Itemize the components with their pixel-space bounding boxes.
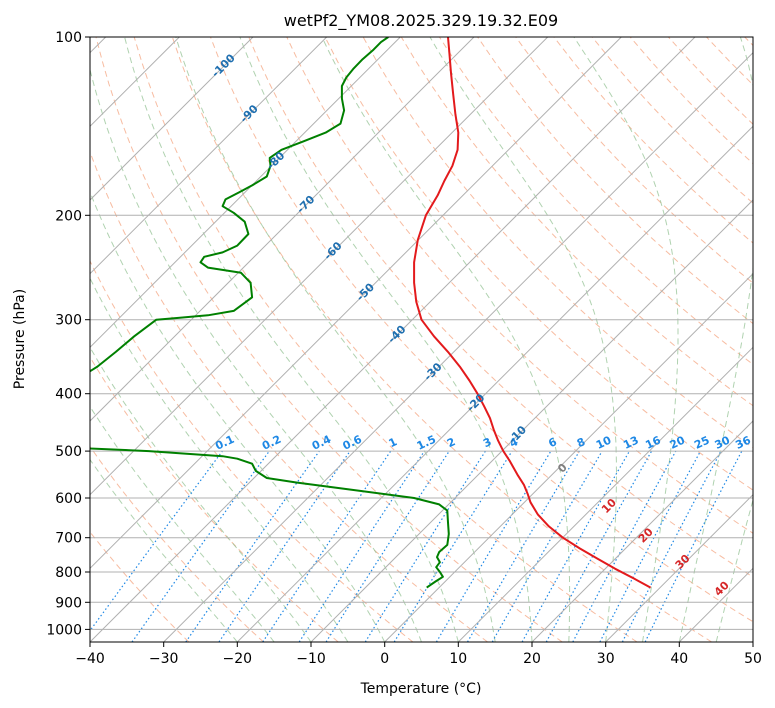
dry-adiabat-line — [171, 37, 712, 642]
moist-adiabat-line — [175, 37, 496, 642]
isotherm-line — [90, 37, 549, 496]
y-tick-label: 300 — [55, 313, 82, 329]
y-tick-label: 200 — [55, 208, 82, 224]
isotherm-line — [310, 199, 753, 642]
mixing-ratio-line — [325, 450, 450, 642]
y-tick-label: 900 — [55, 595, 82, 611]
x-axis-ticks: −40 −30 −20 −10 0 10 20 30 40 50 — [75, 642, 762, 667]
x-tick-label: −20 — [223, 651, 253, 667]
mixing-ratio-label: 10 — [594, 433, 614, 451]
isotherm-line — [90, 37, 622, 570]
moist-adiabat-line — [715, 498, 753, 642]
moist-adiabat-line — [90, 277, 349, 642]
moist-adiabat-line — [90, 190, 386, 642]
x-tick-label: 40 — [670, 651, 688, 667]
series-lines — [90, 37, 652, 589]
moist-adiabat-line — [90, 405, 275, 642]
isotherm-line — [90, 37, 475, 422]
dry-adiabat-line — [324, 37, 753, 491]
y-tick-label: 500 — [55, 444, 82, 460]
moist-adiabat-line — [678, 37, 753, 642]
mixing-ratio-line — [185, 450, 320, 642]
mixing-ratio-line — [521, 450, 631, 642]
x-tick-label: 50 — [744, 651, 762, 667]
moist-adiabat-line — [90, 458, 238, 642]
isotherm-line — [457, 346, 753, 642]
dry-adiabat-line — [210, 37, 753, 623]
x-tick-label: 30 — [597, 651, 615, 667]
plot-frame — [89, 36, 754, 643]
x-tick-label: −10 — [296, 651, 326, 667]
moist-adiabat-line — [124, 37, 459, 642]
x-tick-label: 10 — [449, 651, 467, 667]
mixing-ratio-line — [393, 450, 513, 642]
isotherm-line — [236, 125, 753, 642]
y-tick-label: 700 — [55, 531, 82, 547]
dry-adiabat-line — [248, 37, 753, 578]
mixing-ratio-line — [545, 450, 653, 642]
dry-adiabat-line — [95, 37, 563, 642]
mixing-ratio-lines — [90, 450, 743, 642]
mixing-ratio-label: 16 — [643, 433, 663, 451]
mixing-ratio-label: 36 — [733, 433, 753, 451]
mixing-ratio-line — [90, 450, 223, 632]
y-tick-label: 1000 — [46, 622, 82, 638]
mixing-ratio-line — [262, 450, 392, 642]
mixing-ratio-label: 25 — [692, 434, 711, 452]
mixing-ratio-line — [572, 450, 677, 642]
dry-adiabat-line — [515, 37, 753, 284]
isotherm-line — [163, 51, 753, 642]
dry-adiabats — [90, 37, 753, 642]
chart-title: wetPf2_YM08.2025.329.19.32.E09 — [284, 11, 558, 31]
x-tick-label: −30 — [149, 651, 179, 667]
plot-background — [90, 37, 753, 642]
temperature-profile-line — [413, 37, 652, 589]
dry-adiabat-line — [90, 445, 264, 642]
grid-lines — [90, 37, 753, 642]
y-tick-label: 800 — [55, 565, 82, 581]
mixing-ratio-label: 13 — [621, 434, 640, 452]
dewpoint-profile-line — [90, 37, 450, 589]
isotherm-line — [90, 37, 254, 201]
y-axis-ticks: 100 200 300 400 500 600 700 800 900 1000 — [46, 30, 90, 638]
dry-adiabat-line — [90, 259, 414, 642]
y-tick-label: 600 — [55, 491, 82, 507]
moist-adiabat-line — [573, 37, 679, 642]
x-axis-label: Temperature (°C) — [360, 681, 482, 697]
x-tick-label: 20 — [523, 651, 541, 667]
isotherm-line — [605, 493, 753, 642]
isotherm-line — [90, 37, 696, 642]
isotherm-line — [752, 641, 753, 642]
moist-adiabat-line — [429, 37, 617, 642]
isotherm-line — [90, 37, 401, 349]
y-axis-label: Pressure (hPa) — [12, 289, 28, 389]
mixing-ratio-line — [298, 450, 425, 642]
y-tick-label: 400 — [55, 387, 82, 403]
x-tick-label: −40 — [75, 651, 105, 667]
dry-adiabat-line — [286, 37, 753, 534]
isotherm-line — [384, 272, 753, 642]
mixing-ratio-line — [218, 450, 351, 642]
y-tick-label: 100 — [55, 30, 82, 46]
mixing-ratio-label: 30 — [713, 433, 733, 451]
x-tick-label: 0 — [380, 651, 389, 667]
dry-adiabat-line — [90, 356, 339, 642]
mixing-ratio-label: 20 — [668, 433, 688, 451]
mixing-ratio-line — [131, 450, 270, 642]
mixing-ratio-line — [644, 450, 743, 642]
isotherm-line — [531, 420, 753, 642]
moist-adiabats — [90, 37, 753, 642]
moist-adiabat-line — [239, 37, 533, 642]
moist-adiabat-line — [321, 37, 571, 642]
isotherm-line — [90, 37, 328, 275]
